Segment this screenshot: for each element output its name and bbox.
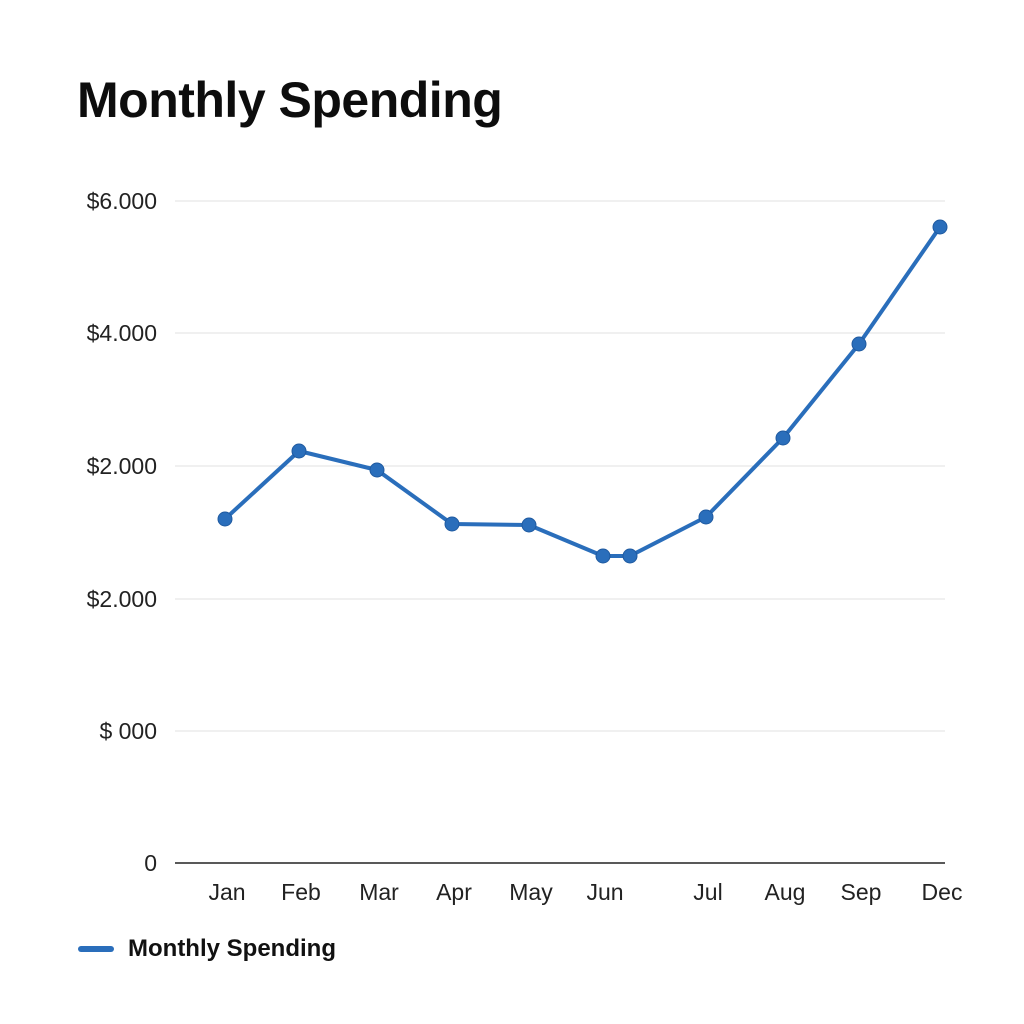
y-tick-label: $2.000 (87, 453, 157, 479)
x-tick-label: Feb (281, 879, 321, 905)
data-point (595, 548, 611, 564)
x-tick-label: Jul (693, 879, 722, 905)
x-tick-label: Sep (841, 879, 882, 905)
x-tick-label: Mar (359, 879, 399, 905)
y-axis-tick-labels: 0 $ 000 $2.000 $2.000 $4.000 $6.000 (87, 188, 157, 876)
data-point (775, 430, 791, 446)
data-point (369, 462, 385, 478)
legend: Monthly Spending (78, 935, 336, 963)
data-point (932, 219, 948, 235)
data-point (698, 509, 714, 525)
legend-swatch (78, 946, 114, 952)
y-tick-label: 0 (144, 850, 157, 876)
y-tick-label: $4.000 (87, 320, 157, 346)
legend-label: Monthly Spending (128, 935, 336, 962)
y-tick-label: $6.000 (87, 188, 157, 214)
data-point (291, 443, 307, 459)
x-tick-label: May (509, 879, 553, 905)
data-point (444, 516, 460, 532)
data-point (622, 548, 638, 564)
series-line (223, 225, 942, 558)
series-layer (217, 219, 948, 564)
x-axis-tick-labels: Jan Feb Mar Apr May Jun Jul Aug Sep Dec (208, 879, 962, 905)
x-tick-label: Dec (922, 879, 963, 905)
data-point (521, 517, 537, 533)
y-tick-label: $ 000 (99, 718, 157, 744)
chart-title: Monthly Spending (77, 72, 503, 128)
y-tick-label: $2.000 (87, 586, 157, 612)
data-point (217, 511, 233, 527)
x-tick-label: Aug (765, 879, 806, 905)
x-tick-label: Jun (586, 879, 623, 905)
x-tick-label: Jan (208, 879, 245, 905)
x-tick-label: Apr (436, 879, 472, 905)
data-point (851, 336, 867, 352)
gridlines (175, 200, 945, 732)
